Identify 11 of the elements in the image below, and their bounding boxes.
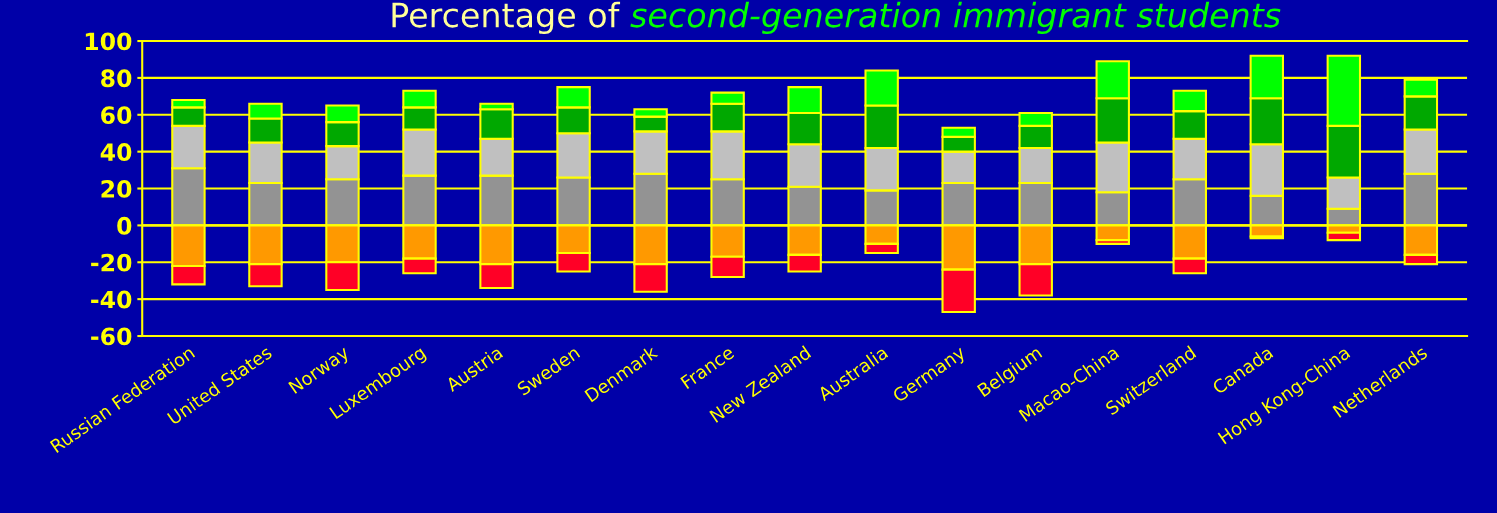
- y-tick-label: -60: [91, 327, 132, 346]
- y-tick-label: 40: [100, 143, 132, 161]
- y-tick-label: -20: [91, 253, 132, 272]
- y-tick-label: 60: [101, 106, 132, 125]
- y-tick-label: 80: [101, 69, 132, 88]
- y-tick-label: 20: [101, 179, 132, 198]
- chart-title: Percentage of: [392, 1, 621, 35]
- y-tick-label: 100: [85, 32, 132, 51]
- y-tick-label: 0: [117, 216, 132, 235]
- chart-subtitle: second-generation immigrant students: [630, 1, 1281, 35]
- y-tick-label: -40: [91, 290, 132, 309]
